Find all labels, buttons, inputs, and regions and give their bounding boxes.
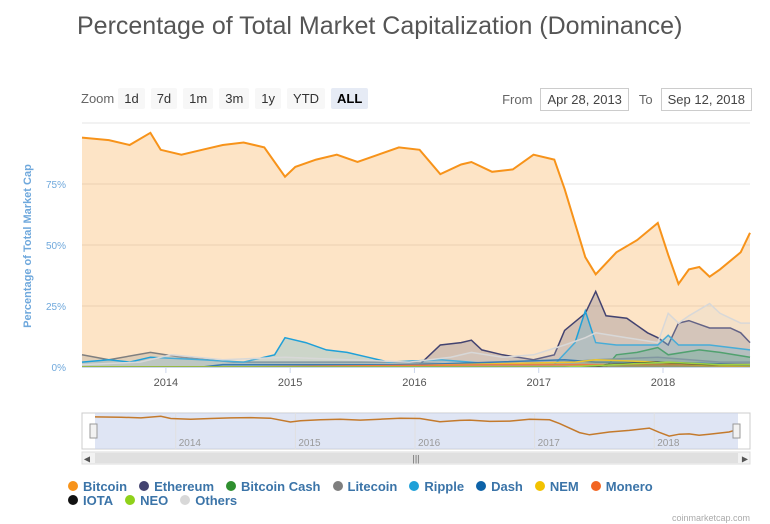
ethereum-marker-icon — [139, 481, 150, 491]
dominance-chart: 0% 25% 50% 75% 2014 2015 2016 2017 2018 Percent… — [22, 122, 751, 465]
zoom-label: Zoom — [81, 90, 115, 106]
navigator-right-handle[interactable] — [732, 423, 741, 439]
legend-ethereum[interactable]: Ethereum — [139, 479, 214, 494]
x-tick-label: 2014 — [154, 377, 178, 389]
legend-row-1: Bitcoin Ethereum Bitcoin Cash Litecoin R… — [68, 479, 758, 494]
scrollbar-right-arrow-icon[interactable]: ▶ — [742, 455, 749, 464]
series-areas — [81, 131, 751, 368]
navigator-tick-label: 2017 — [538, 438, 561, 449]
navigator-left-handle[interactable] — [89, 423, 98, 439]
x-axis-ticks: 2014 2015 2016 2017 2018 — [82, 367, 750, 389]
bitcoin-cash-marker-icon — [226, 481, 237, 491]
y-axis-label: Percentage of Total Market Cap — [22, 164, 34, 328]
nem-marker-icon — [534, 481, 545, 491]
monero-marker-icon — [590, 481, 601, 491]
legend-monero[interactable]: Monero — [590, 479, 653, 494]
legend-litecoin[interactable]: Litecoin — [332, 479, 397, 494]
watermark: coinmarketcap.com — [671, 513, 750, 523]
legend-dash[interactable]: Dash — [476, 479, 523, 494]
ethereum-line[interactable] — [82, 289, 751, 368]
iota-marker-icon — [68, 495, 78, 505]
ripple-marker-icon — [409, 481, 420, 491]
others-line[interactable] — [81, 302, 750, 366]
chart-title: Percentage of Total Market Capitalizatio… — [77, 12, 683, 40]
y-tick-label: 0% — [52, 363, 67, 374]
zoom-3m-button[interactable]: 3m — [219, 87, 250, 109]
from-label: From — [502, 92, 533, 107]
others-marker-icon — [180, 495, 191, 505]
neo-area — [82, 362, 750, 367]
bitcoin-area — [82, 132, 750, 367]
ripple-area — [82, 310, 750, 367]
zoom-1m-button[interactable]: 1m — [183, 87, 214, 109]
navigator-tick-label: 2015 — [298, 438, 321, 449]
others-area — [82, 303, 750, 367]
y-tick-label: 75% — [46, 180, 66, 191]
navigator-tick-label: 2018 — [657, 438, 680, 449]
legend-neo[interactable]: NEO — [125, 493, 168, 508]
x-tick-label: 2017 — [526, 377, 550, 389]
legend-nem[interactable]: NEM — [534, 479, 579, 494]
zoom-1d-button[interactable]: 1d — [118, 87, 145, 109]
litecoin-area — [82, 352, 750, 367]
y-tick-label: 25% — [46, 302, 66, 313]
dash-marker-icon — [476, 481, 487, 491]
bitcoin-line[interactable] — [81, 131, 751, 287]
legend-ripple[interactable]: Ripple — [409, 479, 464, 494]
legend-others[interactable]: Others — [180, 493, 237, 508]
legend-iota[interactable]: IOTA — [68, 493, 113, 508]
date-range: From Apr 28, 2013 To Sep 12, 2018 — [502, 88, 752, 111]
navigator-tick-label: 2016 — [418, 438, 441, 449]
legend-bitcoin-cash[interactable]: Bitcoin Cash — [226, 479, 321, 494]
x-tick-label: 2018 — [651, 377, 675, 389]
scrollbar-left-arrow-icon[interactable]: ◀ — [84, 455, 91, 464]
to-date-input[interactable]: Sep 12, 2018 — [660, 88, 752, 111]
zoom-all-button[interactable]: ALL — [331, 87, 369, 109]
zoom-ytd-button[interactable]: YTD — [287, 87, 326, 109]
x-tick-label: 2015 — [278, 377, 302, 389]
legend-bitcoin[interactable]: Bitcoin — [68, 479, 127, 494]
navigator[interactable]: 2014 2015 2016 2017 2018 ||| ◀ ▶ — [81, 412, 751, 465]
bitcoin-marker-icon — [68, 481, 78, 491]
neo-marker-icon — [125, 495, 136, 505]
scrollbar-grip-icon: ||| — [412, 454, 419, 464]
zoom-1y-button[interactable]: 1y — [255, 87, 282, 109]
y-tick-label: 50% — [46, 241, 66, 252]
from-date-input[interactable]: Apr 28, 2013 — [540, 88, 629, 111]
ripple-line[interactable] — [81, 308, 751, 366]
litecoin-marker-icon — [332, 481, 343, 491]
legend-row-2: IOTA NEO Others — [68, 493, 758, 508]
scrollbar-thumb[interactable] — [95, 453, 738, 463]
navigator-tick-label: 2014 — [179, 438, 202, 449]
y-axis-ticks: 0% 25% 50% 75% — [46, 180, 66, 374]
navigator-series-line — [94, 415, 739, 437]
x-tick-label: 2016 — [402, 377, 426, 389]
zoom-controls: Zoom 1d 7d 1m 3m 1y YTD ALL — [81, 87, 374, 109]
to-label: To — [638, 92, 653, 107]
ethereum-area — [82, 291, 750, 367]
legend: Bitcoin Ethereum Bitcoin Cash Litecoin R… — [68, 479, 758, 508]
bitcoin-cash-line[interactable] — [82, 346, 751, 368]
zoom-7d-button[interactable]: 7d — [150, 87, 178, 109]
